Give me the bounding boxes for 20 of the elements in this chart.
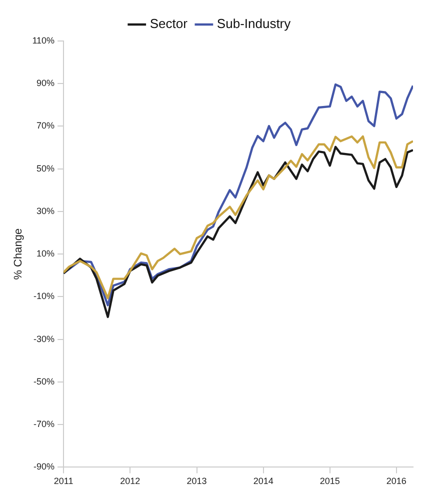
x-tick-label: 2013 — [186, 476, 207, 486]
y-tick-label: -90% — [34, 462, 55, 472]
y-tick-label: -30% — [34, 334, 55, 344]
y-tick-label: -10% — [34, 291, 55, 302]
y-tick-label: 10% — [36, 248, 55, 259]
x-tick-label: 2012 — [120, 476, 140, 486]
y-tick-label: -50% — [34, 376, 55, 386]
y-axis-title: % Change — [12, 228, 25, 280]
y-tick-label: 90% — [36, 78, 55, 88]
x-tick-label: 2015 — [320, 476, 340, 486]
y-tick-label: 110% — [32, 35, 55, 46]
y-tick-label: 50% — [36, 163, 55, 174]
y-tick-label: 70% — [36, 120, 55, 131]
y-tick-label: 30% — [36, 206, 55, 216]
x-tick-label: 2011 — [54, 476, 74, 486]
y-tick-label: -70% — [34, 419, 55, 430]
legend-label: Sector — [150, 16, 188, 32]
x-tick-label: 2016 — [386, 476, 406, 486]
x-tick-label: 2014 — [253, 476, 274, 486]
legend-label: Sub-Industry — [216, 16, 292, 32]
